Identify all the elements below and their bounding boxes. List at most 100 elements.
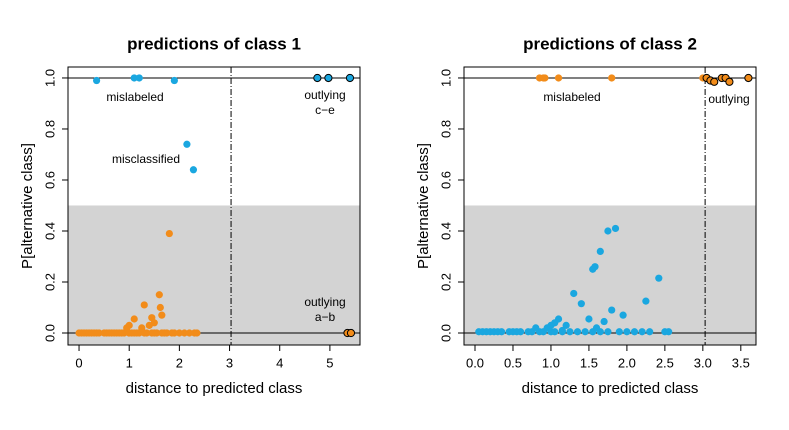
data-point <box>646 328 654 336</box>
data-point <box>585 315 593 323</box>
y-tick-label: 0.8 <box>438 120 453 138</box>
y-tick-label: 0.6 <box>438 171 453 189</box>
annotation: outlying <box>304 88 345 102</box>
y-axis-label: P[alternative class] <box>19 143 36 269</box>
shaded-region <box>464 205 756 345</box>
data-point <box>604 227 612 235</box>
data-point <box>183 140 191 148</box>
data-point <box>143 329 151 337</box>
data-point <box>140 301 148 309</box>
data-point <box>516 328 525 336</box>
data-point <box>615 328 623 336</box>
data-point <box>346 328 356 338</box>
y-tick-label: 1.0 <box>438 69 453 87</box>
data-point <box>604 328 612 336</box>
x-tick-label: 3.5 <box>732 355 750 370</box>
data-point <box>345 73 355 83</box>
data-point <box>596 247 604 255</box>
data-point <box>608 74 616 82</box>
x-tick-label: 2 <box>176 355 183 370</box>
annotation: mislabeled <box>543 90 600 104</box>
data-point <box>165 229 173 238</box>
data-point <box>570 289 578 298</box>
annotation: mislabeled <box>106 90 163 104</box>
plot-frame <box>67 66 361 346</box>
chart-title: predictions of class 1 <box>127 34 301 53</box>
data-point <box>532 324 540 332</box>
y-tick-label: 0.2 <box>438 273 453 291</box>
data-point <box>554 74 563 82</box>
data-point <box>638 328 646 336</box>
data-point <box>710 77 719 86</box>
y-tick-label: 0.6 <box>42 171 57 189</box>
x-tick-label: 3 <box>226 355 233 370</box>
y-tick-label: 0.2 <box>42 273 57 291</box>
data-point <box>130 315 138 323</box>
data-point <box>611 224 620 233</box>
data-point <box>547 321 555 329</box>
data-point <box>170 329 178 337</box>
x-tick-label: 4 <box>276 355 283 370</box>
data-point <box>155 291 163 299</box>
data-point <box>123 324 131 332</box>
data-point <box>158 311 166 319</box>
data-point <box>592 324 601 332</box>
y-tick-label: 1.0 <box>42 69 57 87</box>
x-tick-label: 1.5 <box>580 355 598 370</box>
data-point <box>655 274 663 282</box>
x-tick-label: 5 <box>326 355 333 370</box>
data-point <box>642 297 650 305</box>
data-point <box>558 326 566 335</box>
data-point <box>180 329 188 337</box>
data-point <box>138 324 146 332</box>
data-point <box>497 328 506 336</box>
data-point <box>95 329 103 337</box>
data-point <box>541 74 549 82</box>
data-point <box>623 328 631 336</box>
data-point <box>725 77 734 86</box>
plot-frame <box>463 66 757 346</box>
data-point <box>145 321 153 329</box>
data-point <box>600 317 608 326</box>
annotation: misclassified <box>112 152 180 166</box>
data-point <box>92 76 101 85</box>
y-tick-label: 0.0 <box>438 324 453 342</box>
data-point <box>581 328 589 336</box>
x-axis-label: distance to predicted class <box>522 380 699 397</box>
annotation: outlying <box>304 295 345 309</box>
data-point <box>130 74 138 82</box>
data-point <box>744 73 753 83</box>
data-point <box>135 74 143 82</box>
data-point <box>577 300 585 308</box>
data-point <box>153 329 161 337</box>
data-point <box>562 321 570 329</box>
y-tick-label: 0.8 <box>42 120 57 138</box>
data-point <box>185 329 194 337</box>
chart-title: predictions of class 2 <box>523 34 697 53</box>
data-point <box>630 328 639 336</box>
annotation: outlying <box>708 92 749 106</box>
x-tick-label: 0.0 <box>466 355 484 370</box>
x-tick-label: 3.0 <box>694 355 712 370</box>
x-axis-label: distance to predicted class <box>126 380 303 397</box>
data-point <box>665 328 673 336</box>
y-tick-label: 0.4 <box>42 222 57 240</box>
x-tick-label: 2.0 <box>618 355 636 370</box>
y-axis-label: P[alternative class] <box>415 143 432 269</box>
data-point <box>591 263 599 271</box>
x-tick-label: 1.0 <box>542 355 560 370</box>
data-point <box>619 311 627 319</box>
x-tick-label: 0 <box>75 355 82 370</box>
x-tick-label: 0.5 <box>504 355 522 370</box>
data-point <box>175 329 183 337</box>
data-point <box>170 76 178 85</box>
data-point <box>608 306 616 314</box>
annotation: a−b <box>315 310 336 324</box>
data-point <box>156 303 164 312</box>
y-tick-label: 0.4 <box>438 222 453 240</box>
data-point <box>573 328 582 336</box>
data-point <box>324 73 333 83</box>
data-point <box>566 328 574 336</box>
annotation: c−e <box>315 103 335 117</box>
